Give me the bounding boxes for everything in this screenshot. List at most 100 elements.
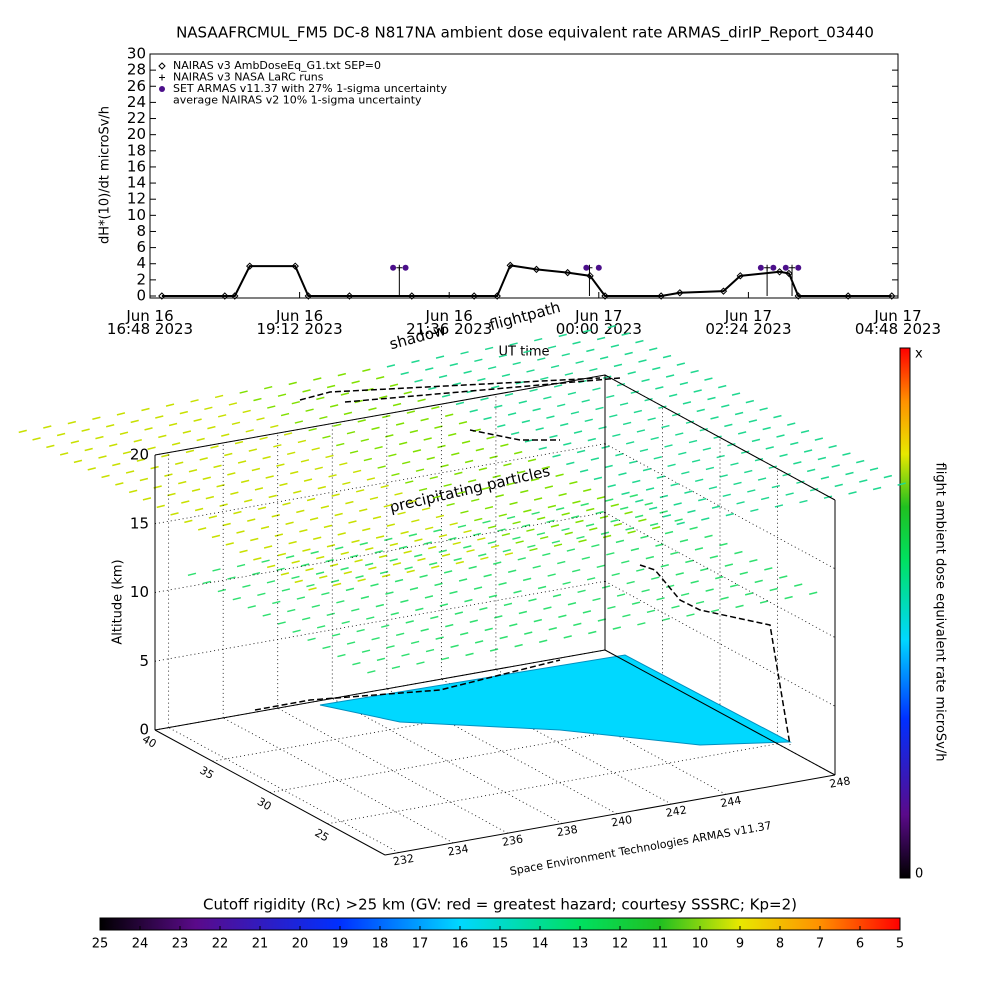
particle: [718, 384, 727, 389]
particle: [299, 529, 308, 533]
particle: [694, 547, 704, 551]
particle: [245, 429, 254, 433]
marker: [493, 292, 501, 300]
particle: [488, 594, 498, 598]
particle: [403, 391, 412, 395]
particle: [168, 422, 178, 427]
particle: [346, 641, 356, 645]
particle: [523, 349, 532, 354]
legend-symbol: [158, 62, 166, 70]
particle: [187, 572, 197, 577]
particle: [125, 470, 135, 474]
marker: [563, 268, 572, 277]
marker: [506, 261, 514, 270]
particle: [507, 569, 517, 574]
particle: [645, 487, 655, 491]
particle: [582, 488, 592, 492]
particle: [165, 403, 175, 407]
particle: [587, 437, 597, 442]
y-tick-label: 8: [136, 222, 146, 240]
particle: [408, 533, 418, 537]
legend-label: average NAIRAS v2 10% 1-sigma uncertaint…: [173, 94, 422, 107]
particle: [616, 382, 626, 387]
marker: [736, 272, 745, 280]
particle: [691, 459, 701, 463]
particle: [768, 465, 777, 469]
particle: [504, 392, 514, 397]
particle: [708, 486, 718, 490]
particle: [247, 605, 256, 609]
particle: [477, 537, 486, 541]
particle: [339, 462, 348, 466]
particle: [492, 474, 501, 479]
x-tick-label: Jun 17 02:24 2023: [705, 307, 791, 338]
particle: [760, 496, 770, 501]
particle: [455, 560, 465, 565]
particle: [493, 561, 502, 565]
particle: [596, 564, 605, 569]
particle: [257, 592, 266, 597]
particle: [271, 514, 280, 518]
particle: [464, 598, 473, 603]
particle: [217, 588, 227, 593]
particle: [727, 442, 736, 447]
particle: [336, 600, 345, 604]
particle: [314, 466, 323, 471]
particle: [522, 577, 532, 582]
particle: [665, 584, 675, 589]
x-tick-label: 16: [452, 937, 469, 952]
particle: [184, 519, 193, 524]
particle: [504, 552, 514, 556]
particle: [725, 512, 735, 517]
particle: [191, 488, 201, 492]
particle: [310, 550, 319, 555]
particle: [382, 414, 391, 419]
particle: [675, 432, 684, 436]
particle: [686, 613, 695, 617]
particle: [613, 363, 623, 368]
particle: [537, 585, 547, 590]
particle: [834, 483, 843, 488]
particle: [646, 609, 656, 614]
particle: [487, 366, 497, 370]
particle: [251, 571, 261, 576]
particle: [785, 492, 794, 496]
particle: [263, 545, 273, 549]
particle: [817, 456, 827, 461]
particle: [217, 414, 227, 418]
particle: [171, 442, 181, 446]
particle: [674, 518, 683, 522]
particle: [592, 597, 601, 602]
particle: [784, 595, 793, 600]
particle: [599, 515, 609, 519]
x-tick-label: Jun 16 21:36 2023: [406, 307, 492, 338]
particle: [361, 649, 371, 653]
particle: [362, 368, 371, 372]
particle: [561, 352, 570, 357]
particle: [354, 559, 363, 563]
particle: [612, 626, 622, 630]
particle: [468, 565, 477, 570]
particle: [272, 600, 281, 605]
particle: [350, 554, 359, 558]
particle: [374, 445, 383, 450]
particle: [18, 429, 27, 434]
particle: [553, 543, 563, 547]
particle: [475, 447, 485, 452]
particle: [633, 409, 643, 414]
particle: [515, 540, 524, 544]
particle: [197, 527, 207, 531]
particle: [193, 418, 202, 422]
particle: [583, 329, 592, 333]
particle: [428, 562, 438, 566]
particle: [294, 420, 304, 424]
particle: [592, 387, 601, 391]
particle: [660, 563, 669, 568]
particle: [84, 447, 93, 452]
box-edge: [604, 374, 836, 501]
legend-symbol: [159, 86, 165, 92]
particle: [624, 351, 633, 356]
particle: [736, 501, 745, 505]
particle: [546, 415, 555, 419]
particle: [434, 582, 443, 587]
